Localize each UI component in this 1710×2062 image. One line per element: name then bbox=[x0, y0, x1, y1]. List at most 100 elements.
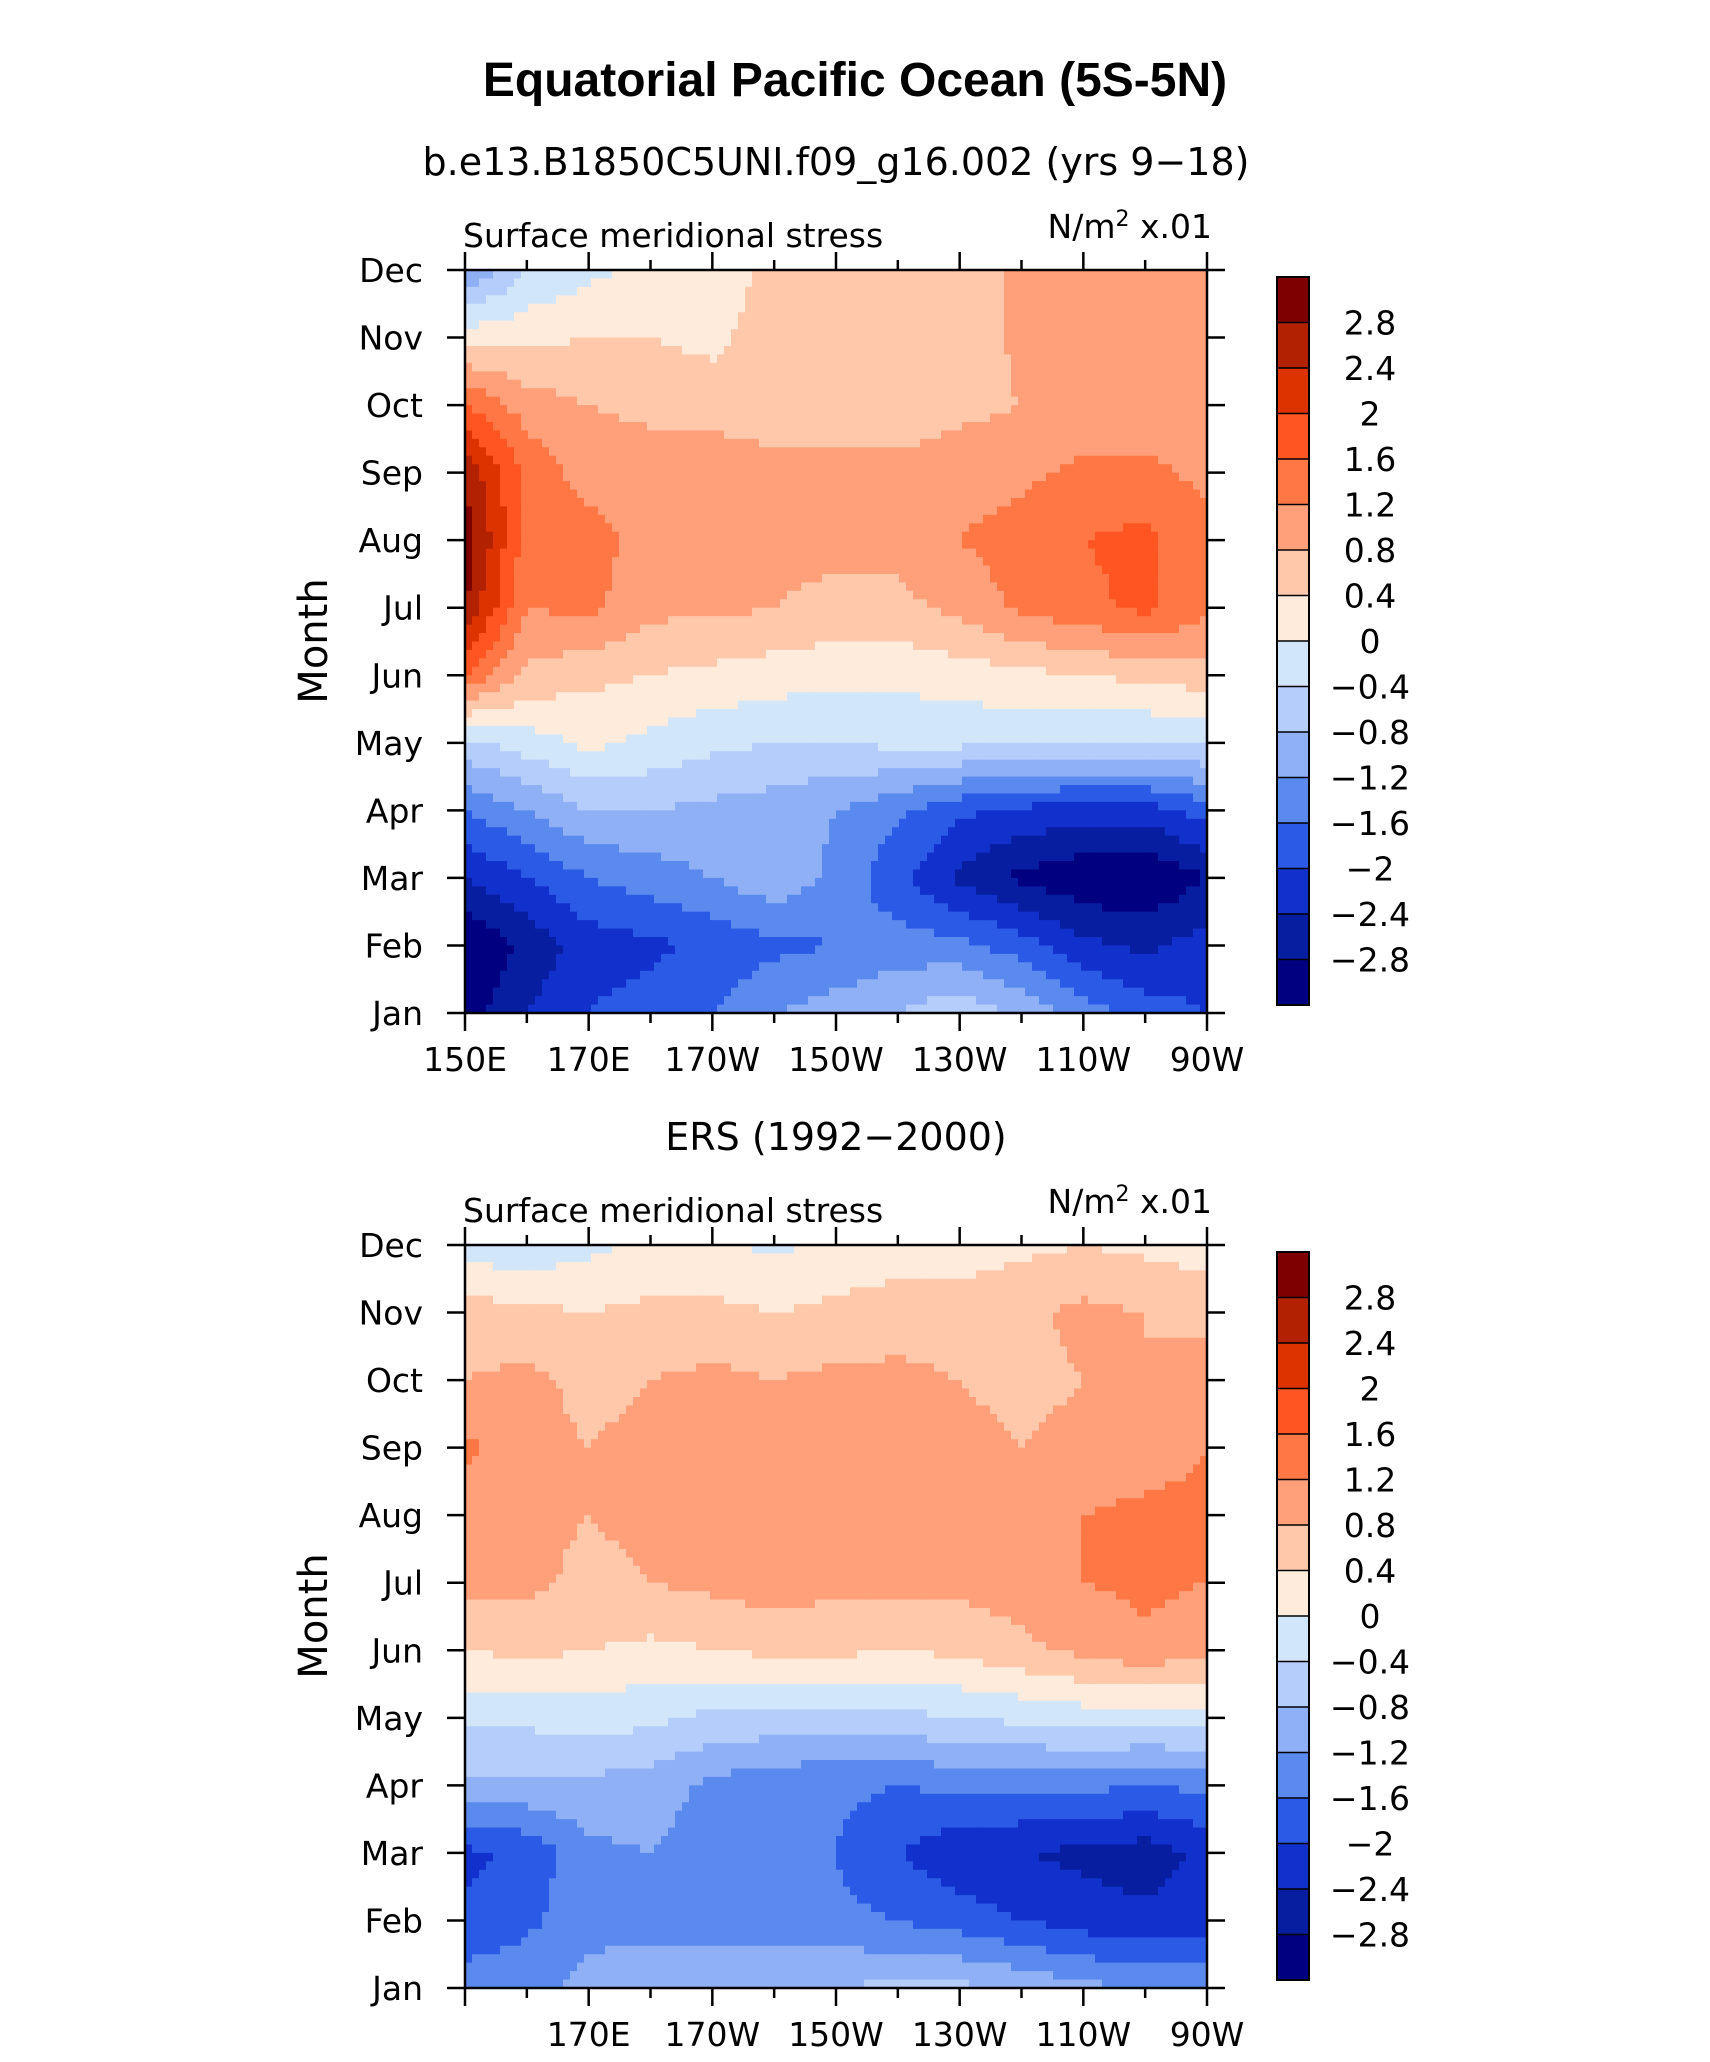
heatmap-cell bbox=[745, 286, 753, 296]
heatmap-cell bbox=[1032, 590, 1040, 600]
heatmap-cell bbox=[556, 464, 564, 474]
heatmap-cell bbox=[927, 320, 935, 330]
heatmap-cell bbox=[920, 455, 928, 465]
heatmap-cell bbox=[1018, 303, 1026, 313]
heatmap-cell bbox=[619, 514, 627, 524]
heatmap-cell bbox=[983, 396, 991, 406]
heatmap-cell bbox=[528, 472, 536, 482]
heatmap-cell bbox=[1165, 405, 1173, 415]
heatmap-cell bbox=[521, 590, 529, 600]
heatmap-cell bbox=[892, 506, 900, 516]
heatmap-cell bbox=[486, 270, 494, 280]
heatmap-cell bbox=[850, 565, 858, 575]
heatmap-cell bbox=[815, 565, 823, 575]
heatmap-cell bbox=[1088, 447, 1096, 457]
heatmap-cell bbox=[864, 329, 872, 339]
heatmap-cell bbox=[591, 455, 599, 465]
heatmap-cell bbox=[682, 523, 690, 533]
heatmap-cell bbox=[521, 388, 529, 398]
heatmap-cell bbox=[969, 658, 977, 668]
heatmap-cell bbox=[1165, 396, 1173, 406]
heatmap-cell bbox=[535, 379, 543, 389]
heatmap-cell bbox=[689, 447, 697, 457]
heatmap-cell bbox=[605, 557, 613, 567]
heatmap-cell bbox=[1144, 607, 1152, 617]
heatmap-cell bbox=[892, 624, 900, 634]
heatmap-cell bbox=[745, 464, 753, 474]
heatmap-cell bbox=[584, 396, 592, 406]
heatmap-cell bbox=[745, 388, 753, 398]
heatmap-cell bbox=[563, 497, 571, 508]
heatmap-cell bbox=[822, 540, 830, 550]
heatmap-cell bbox=[493, 295, 501, 305]
heatmap-cell bbox=[584, 649, 592, 659]
heatmap-cell bbox=[1081, 388, 1089, 398]
heatmap-cell bbox=[542, 337, 550, 347]
heatmap-cell bbox=[1060, 413, 1068, 423]
heatmap-cell bbox=[472, 666, 480, 676]
heatmap-cell bbox=[570, 582, 578, 592]
heatmap-cell bbox=[997, 388, 1005, 398]
heatmap-cell bbox=[577, 565, 585, 575]
heatmap-cell bbox=[724, 295, 732, 305]
heatmap-cell bbox=[913, 573, 921, 583]
heatmap-cell bbox=[521, 379, 529, 389]
heatmap-cell bbox=[934, 658, 942, 668]
heatmap-cell bbox=[850, 633, 858, 643]
heatmap-cell bbox=[920, 362, 928, 372]
heatmap-cell bbox=[934, 633, 942, 643]
heatmap-cell bbox=[514, 582, 522, 592]
heatmap-cell bbox=[556, 616, 564, 626]
heatmap-cell bbox=[1123, 354, 1131, 364]
heatmap-cell bbox=[745, 565, 753, 575]
heatmap-cell bbox=[948, 506, 956, 516]
heatmap-cell bbox=[1074, 286, 1082, 296]
heatmap-cell bbox=[521, 455, 529, 465]
heatmap-cell bbox=[808, 599, 816, 609]
heatmap-cell bbox=[1130, 388, 1138, 398]
heatmap-cell bbox=[1102, 624, 1110, 634]
heatmap-cell bbox=[1151, 557, 1159, 567]
heatmap-cell bbox=[850, 464, 858, 474]
heatmap-cell bbox=[1081, 523, 1089, 533]
heatmap-cell bbox=[1067, 303, 1075, 313]
heatmap-cell bbox=[780, 362, 788, 372]
heatmap-cell bbox=[1130, 497, 1138, 508]
heatmap-cell bbox=[1011, 616, 1019, 626]
heatmap-cell bbox=[850, 421, 858, 432]
heatmap-cell bbox=[1172, 371, 1180, 381]
heatmap-cell bbox=[885, 421, 893, 432]
heatmap-cell bbox=[920, 405, 928, 415]
heatmap-cell bbox=[871, 531, 879, 541]
heatmap-cell bbox=[598, 396, 606, 406]
heatmap-cell bbox=[717, 531, 725, 541]
heatmap-cell bbox=[990, 464, 998, 474]
heatmap-cell bbox=[654, 573, 662, 583]
heatmap-cell bbox=[493, 616, 501, 626]
heatmap-cell bbox=[1102, 649, 1110, 659]
heatmap-cell bbox=[696, 573, 704, 583]
heatmap-cell bbox=[682, 295, 690, 305]
heatmap-cell bbox=[514, 303, 522, 313]
heatmap-cell bbox=[843, 329, 851, 339]
heatmap-cell bbox=[1200, 447, 1207, 457]
heatmap-cell bbox=[500, 379, 508, 389]
heatmap-cell bbox=[766, 312, 774, 322]
heatmap-cell bbox=[479, 514, 487, 524]
heatmap-cell bbox=[780, 599, 788, 609]
heatmap-cell bbox=[920, 514, 928, 524]
heatmap-cell bbox=[717, 447, 725, 457]
heatmap-cell bbox=[962, 303, 970, 313]
heatmap-cell bbox=[1172, 362, 1180, 372]
heatmap-cell bbox=[500, 590, 508, 600]
heatmap-cell bbox=[1018, 438, 1026, 448]
heatmap-cell bbox=[689, 582, 697, 592]
heatmap-cell bbox=[521, 303, 529, 313]
heatmap-cell bbox=[577, 489, 585, 499]
heatmap-cell bbox=[1179, 312, 1187, 322]
heatmap-cell bbox=[647, 405, 655, 415]
heatmap-cell bbox=[549, 641, 557, 651]
heatmap-cell bbox=[1116, 472, 1124, 482]
heatmap-cell bbox=[766, 354, 774, 364]
heatmap-cell bbox=[969, 421, 977, 432]
